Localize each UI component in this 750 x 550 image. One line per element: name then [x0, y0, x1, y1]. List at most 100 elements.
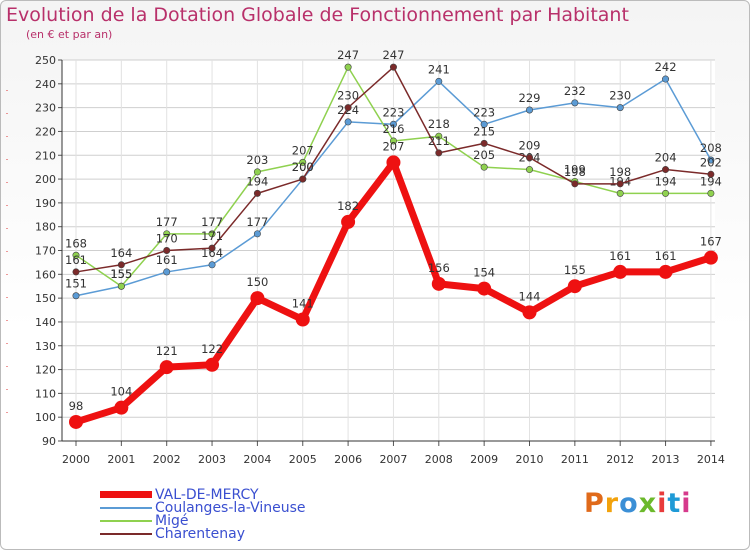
data-label-coulanges-la-vineuse-2010: 229: [519, 91, 541, 105]
legend-swatch-charentenay: [100, 533, 152, 535]
data-label-charentenay-2002: 170: [156, 232, 178, 246]
point-charentenay-2007: [389, 63, 397, 71]
point-coulanges-la-vineuse-2010: [525, 106, 533, 114]
point-val-de-mercy-2014: [703, 250, 718, 265]
data-label-coulanges-la-vineuse-2003: 164: [201, 246, 223, 260]
data-label-val-de-mercy-2013: 161: [655, 249, 677, 263]
data-label-charentenay-2005: 200: [292, 160, 314, 174]
point-val-de-mercy-2001: [114, 400, 129, 415]
point-charentenay-2000: [72, 268, 80, 276]
y-tick-label-130: 130: [35, 340, 56, 353]
point-val-de-mercy-2008: [431, 276, 446, 291]
legend-label-mige: Migé: [155, 513, 189, 529]
point-charentenay-2005: [299, 175, 307, 183]
data-label-charentenay-2010: 209: [519, 139, 541, 153]
point-mig--2003: [208, 230, 216, 238]
y-tick-label-250: 250: [35, 54, 56, 67]
point-val-de-mercy-2002: [159, 360, 174, 375]
data-label-charentenay-2000: 161: [65, 253, 87, 267]
x-tick-label-2000: 2000: [62, 453, 90, 466]
y-tick-label-170: 170: [35, 245, 56, 258]
chart-title: Evolution de la Dotation Globale de Fonc…: [6, 4, 629, 26]
point-val-de-mercy-2004: [250, 291, 265, 306]
data-label-mig--2008: 218: [428, 117, 450, 131]
data-label-coulanges-la-vineuse-2007: 223: [382, 105, 404, 119]
data-label-charentenay-2013: 204: [655, 151, 677, 165]
legend-label-charentenay: Charentenay: [155, 526, 246, 542]
point-val-de-mercy-2010: [522, 305, 537, 320]
proxiti-logo: Proxiti: [584, 488, 692, 519]
point-charentenay-2008: [435, 149, 443, 157]
y-tick-label-220: 220: [35, 125, 56, 138]
point-mig--2010: [525, 166, 533, 174]
data-label-coulanges-la-vineuse-2001: 155: [110, 267, 132, 281]
point-mig--2007: [389, 137, 397, 145]
data-label-val-de-mercy-2004: 150: [246, 275, 268, 289]
data-label-charentenay-2012: 198: [609, 165, 631, 179]
point-mig--2014: [707, 189, 715, 197]
data-label-coulanges-la-vineuse-2012: 230: [609, 89, 631, 103]
point-charentenay-2012: [616, 180, 624, 188]
point-val-de-mercy-2012: [613, 264, 628, 279]
y-tick-label-110: 110: [35, 387, 56, 400]
data-label-mig--2009: 205: [473, 148, 495, 162]
y-tick-label-140: 140: [35, 316, 56, 329]
y-tick-label-150: 150: [35, 292, 56, 305]
x-tick-label-2005: 2005: [289, 453, 317, 466]
data-label-val-de-mercy-2001: 104: [110, 385, 132, 399]
point-charentenay-2001: [117, 261, 125, 269]
point-charentenay-2011: [571, 180, 579, 188]
legend-label-coulanges: Coulanges-la-Vineuse: [155, 500, 306, 516]
data-label-val-de-mercy-2007: 207: [382, 139, 404, 153]
x-tick-label-2011: 2011: [561, 453, 589, 466]
data-label-coulanges-la-vineuse-2004: 177: [246, 215, 268, 229]
point-coulanges-la-vineuse-2008: [435, 77, 443, 85]
data-label-coulanges-la-vineuse-2002: 161: [156, 253, 178, 267]
data-label-mig--2013: 194: [655, 174, 677, 188]
data-label-mig--2000: 168: [65, 236, 87, 250]
data-label-mig--2005: 207: [292, 143, 314, 157]
point-charentenay-2002: [163, 247, 171, 255]
x-tick-label-2003: 2003: [198, 453, 226, 466]
data-label-coulanges-la-vineuse-2000: 151: [65, 277, 87, 291]
point-mig--2008: [435, 132, 443, 140]
point-coulanges-la-vineuse-2009: [480, 120, 488, 128]
y-tick-label-120: 120: [35, 364, 56, 377]
point-mig--2001: [117, 282, 125, 290]
y-tick-label-190: 190: [35, 197, 56, 210]
x-tick-label-2004: 2004: [243, 453, 271, 466]
data-label-mig--2002: 177: [156, 215, 178, 229]
data-label-charentenay-2007: 247: [382, 48, 404, 62]
y-tick-label-100: 100: [35, 411, 56, 424]
logo-letter: i: [657, 488, 668, 519]
data-label-val-de-mercy-2011: 155: [564, 263, 586, 277]
data-label-charentenay-2004: 194: [246, 174, 268, 188]
legend-item-mige: Migé: [100, 513, 360, 529]
point-charentenay-2010: [525, 154, 533, 162]
data-label-mig--2007: 216: [382, 122, 404, 136]
x-tick-label-2001: 2001: [107, 453, 135, 466]
chart-subtitle: (en € et par an): [26, 28, 113, 41]
y-tick-label-210: 210: [35, 149, 56, 162]
data-label-val-de-mercy-2009: 154: [473, 266, 495, 280]
legend-swatch-coulanges: [100, 507, 152, 509]
y-tick-label-240: 240: [35, 78, 56, 91]
data-label-val-de-mercy-2002: 121: [156, 344, 178, 358]
point-mig--2009: [480, 163, 488, 171]
legend-label-val-de-mercy: VAL-DE-MERCY: [155, 487, 259, 503]
data-label-charentenay-2001: 164: [110, 246, 132, 260]
point-mig--2002: [163, 230, 171, 238]
point-val-de-mercy-2009: [477, 281, 492, 296]
data-label-val-de-mercy-2012: 161: [609, 249, 631, 263]
data-label-val-de-mercy-2008: 156: [428, 261, 450, 275]
x-tick-label-2008: 2008: [425, 453, 453, 466]
point-val-de-mercy-2007: [386, 155, 401, 170]
x-tick-label-2013: 2013: [652, 453, 680, 466]
data-label-charentenay-2011: 198: [564, 165, 586, 179]
logo-letter: t: [667, 488, 682, 519]
point-val-de-mercy-2011: [567, 279, 582, 294]
y-tick-label-180: 180: [35, 221, 56, 234]
x-tick-label-2010: 2010: [516, 453, 544, 466]
y-tick-label-230: 230: [35, 102, 56, 115]
point-charentenay-2006: [344, 104, 352, 112]
